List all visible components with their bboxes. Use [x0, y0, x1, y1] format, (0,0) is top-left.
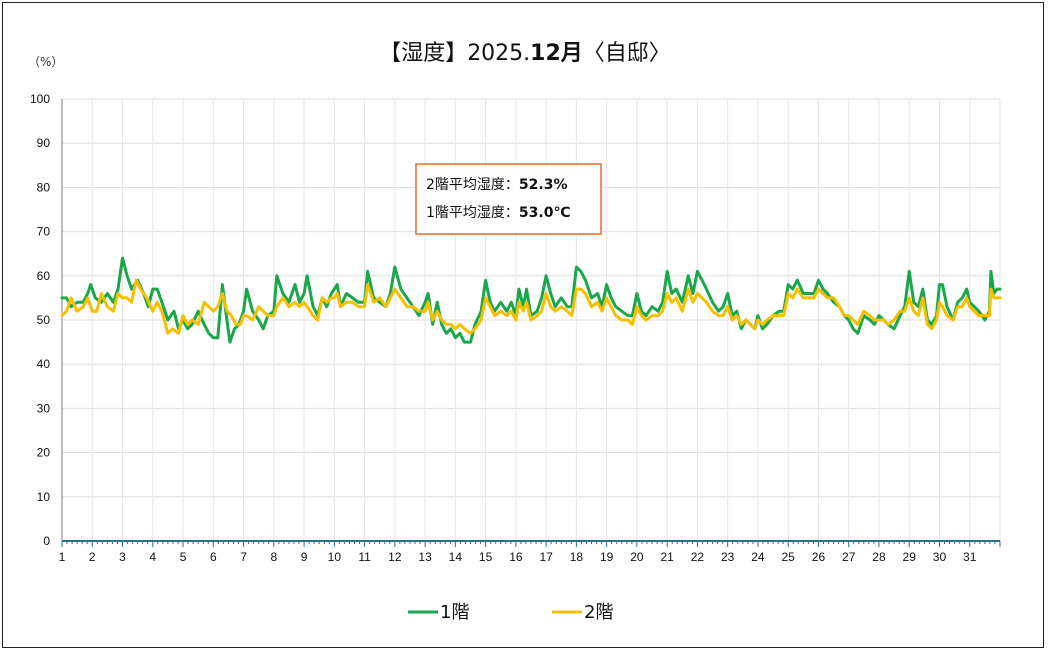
- y-tick-label: 50: [37, 313, 51, 327]
- annotation-1f-label: 1階平均湿度：: [426, 205, 519, 221]
- y-axis-tick-labels: 0 10 20 30 40 50 60 70 80 90 100: [30, 92, 50, 548]
- x-tick-label: 5: [180, 550, 187, 564]
- annotation-1f-value: 53.0℃: [519, 205, 571, 221]
- title-month: 12月: [530, 41, 583, 66]
- x-tick-label: 16: [509, 550, 523, 564]
- x-tick-label: 28: [872, 550, 886, 564]
- x-axis-tick-labels: 1 2 3 4 5 6 7 8 9 10 11 12 13 14 15 16 17 18 19 20 21 22 23 24 2…: [59, 550, 977, 564]
- x-tick-label: 14: [449, 550, 463, 564]
- x-tick-label: 8: [270, 550, 277, 564]
- x-tick-label: 17: [539, 550, 553, 564]
- x-tick-label: 24: [751, 550, 765, 564]
- x-tick-label: 9: [301, 550, 308, 564]
- legend-label-2f: 2階: [584, 602, 613, 623]
- y-tick-label: 30: [37, 401, 51, 415]
- x-tick-label: 6: [210, 550, 217, 564]
- x-tick-label: 12: [388, 550, 402, 564]
- y-tick-label: 80: [37, 180, 51, 194]
- x-tick-label: 2: [89, 550, 96, 564]
- average-annotation: 2階平均湿度：52.3% 1階平均湿度：53.0℃: [415, 163, 602, 235]
- x-tick-label: 1: [59, 550, 66, 564]
- y-tick-label: 40: [37, 357, 51, 371]
- series-line-2f: [60, 278, 1002, 335]
- series-line-1f: [60, 256, 1002, 344]
- x-tick-label: 30: [933, 550, 947, 564]
- x-tick-label: 22: [691, 550, 705, 564]
- chart-title: 【湿度】2025.12月〈自邸〉: [379, 41, 671, 66]
- x-tick-label: 25: [782, 550, 796, 564]
- x-tick-label: 31: [963, 550, 977, 564]
- annotation-line-2f: 2階平均湿度：52.3%: [426, 177, 568, 193]
- y-axis-unit: （%）: [28, 55, 63, 69]
- x-tick-label: 11: [358, 550, 371, 564]
- x-tick-label: 26: [812, 550, 826, 564]
- x-tick-label: 7: [240, 550, 247, 564]
- y-tick-label: 0: [43, 534, 50, 548]
- x-tick-label: 29: [903, 550, 917, 564]
- x-tick-label: 21: [660, 550, 674, 564]
- x-tick-label: 15: [479, 550, 493, 564]
- x-tick-label: 27: [842, 550, 856, 564]
- title-prefix: 【湿度】2025.: [379, 41, 530, 66]
- x-tick-label: 3: [119, 550, 126, 564]
- annotation-2f-value: 52.3%: [519, 177, 568, 193]
- annotation-line-1f: 1階平均湿度：53.0℃: [426, 205, 570, 221]
- x-tick-label: 13: [418, 550, 432, 564]
- y-tick-label: 20: [37, 446, 51, 460]
- x-tick-label: 4: [149, 550, 156, 564]
- x-tick-label: 20: [630, 550, 644, 564]
- y-tick-label: 90: [37, 136, 51, 150]
- series-layer: [60, 256, 1002, 344]
- title-suffix: 〈自邸〉: [583, 41, 671, 66]
- x-tick-label: 10: [328, 550, 342, 564]
- legend-label-1f: 1階: [440, 602, 469, 623]
- y-tick-label: 60: [37, 269, 51, 283]
- y-tick-label: 70: [37, 225, 51, 239]
- y-tick-label: 100: [30, 92, 50, 106]
- legend: 1階 2階: [408, 602, 613, 623]
- x-tick-label: 18: [570, 550, 584, 564]
- y-tick-label: 10: [37, 490, 51, 504]
- annotation-box: [415, 163, 602, 235]
- x-tick-label: 23: [721, 550, 735, 564]
- annotation-2f-label: 2階平均湿度：: [426, 177, 519, 193]
- x-tick-label: 19: [600, 550, 614, 564]
